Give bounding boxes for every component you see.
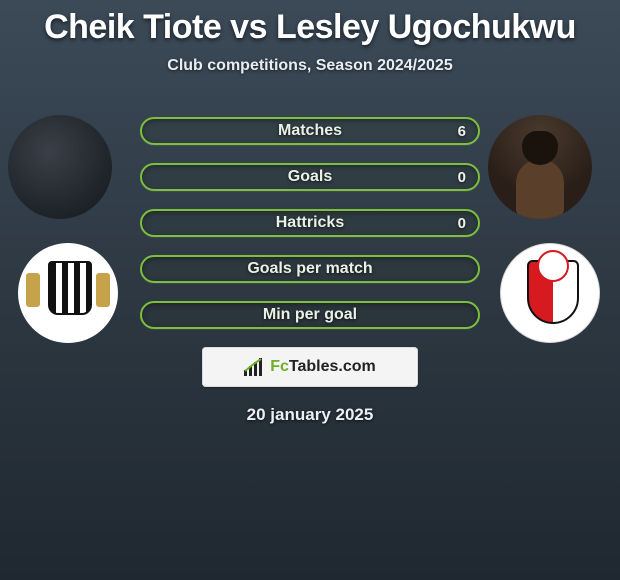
player-right-avatar [488, 115, 592, 219]
stat-value-right: 0 [458, 211, 466, 235]
avatar-placeholder-icon [8, 115, 112, 219]
snapshot-date: 20 january 2025 [0, 405, 620, 425]
stat-label: Hattricks [142, 211, 478, 235]
page-subtitle: Club competitions, Season 2024/2025 [0, 57, 620, 75]
brand-text: FcTables.com [270, 358, 376, 376]
page-title: Cheik Tiote vs Lesley Ugochukwu [0, 0, 620, 47]
stat-bar-matches: Matches6 [140, 117, 480, 145]
avatar-placeholder-icon [488, 115, 592, 219]
stat-label: Goals per match [142, 257, 478, 281]
club-right-crest [500, 243, 600, 343]
stat-bar-min_per_goal: Min per goal [140, 301, 480, 329]
club-left-crest [18, 243, 118, 343]
bar-chart-icon [244, 358, 264, 376]
player-left-avatar [8, 115, 112, 219]
stat-label: Matches [142, 119, 478, 143]
brand-logo: FcTables.com [202, 347, 418, 387]
stat-bar-goals_per_match: Goals per match [140, 255, 480, 283]
stat-bar-hattricks: Hattricks0 [140, 209, 480, 237]
stat-label: Min per goal [142, 303, 478, 327]
stat-value-right: 0 [458, 165, 466, 189]
stat-value-right: 6 [458, 119, 466, 143]
southampton-crest-icon [500, 243, 600, 343]
stat-label: Goals [142, 165, 478, 189]
newcastle-crest-icon [18, 243, 118, 343]
stat-bars: Matches6Goals0Hattricks0Goals per matchM… [140, 115, 480, 329]
comparison-panel: Matches6Goals0Hattricks0Goals per matchM… [0, 115, 620, 425]
stat-bar-goals: Goals0 [140, 163, 480, 191]
